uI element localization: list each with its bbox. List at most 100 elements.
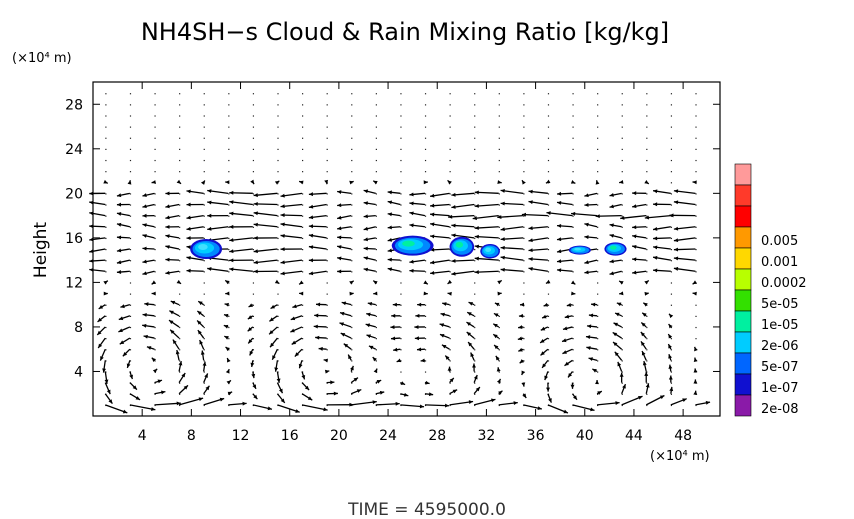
wind-arrowhead [617,361,622,367]
grid-dot [375,159,377,162]
wind-arrowhead [348,354,352,360]
grid-dot [154,260,156,262]
wind-arrowhead [440,312,445,317]
grid-dot [474,293,476,295]
grid-dot [375,315,377,317]
grid-dot [400,126,402,128]
grid-dot [670,393,673,395]
wind-arrowhead [619,291,624,296]
grid-dot [449,226,451,228]
wind-arrowhead [227,357,231,363]
wind-arrowhead [391,313,396,318]
wind-arrowhead [564,361,569,366]
grid-dot [179,326,181,329]
grid-dot [498,193,500,195]
grid-dot [695,204,697,206]
grid-dot [105,215,107,217]
grid-dot [621,349,623,351]
wind-arrowhead [247,315,253,320]
grid-dot [474,393,476,395]
grid-dot [646,171,648,173]
wind-arrowhead [415,313,420,318]
wind-arrowhead [430,222,435,227]
grid-dot [424,126,427,128]
grid-dot [449,382,451,384]
grid-dot [252,204,255,206]
wind-arrowhead [609,204,614,209]
grid-dot [326,326,328,329]
wind-arrowhead [253,269,258,274]
cloud-core [574,247,581,251]
grid-dot [302,260,304,262]
grid-dot [621,393,623,395]
grid-dot [523,282,525,284]
grid-dot [424,315,427,317]
wind-arrowhead [543,302,549,307]
grid-dot [351,393,353,395]
grid-dot [646,382,648,384]
wind-arrowhead [584,222,589,227]
wind-arrowhead [118,316,124,321]
grid-dot [228,237,230,240]
grid-dot [572,226,574,228]
grid-dot [326,260,328,262]
wind-arrowhead [324,369,330,374]
wind-arrowhead [229,267,234,272]
wind-arrowhead [197,310,202,315]
grid-dot [302,159,304,162]
x-tick-label: 24 [379,428,397,444]
wind-arrowhead [439,334,445,338]
grid-dot [105,137,107,139]
wind-arrowhead [632,234,637,239]
grid-dot [400,226,402,228]
wind-arrowhead [313,324,318,329]
colorbar-swatch [734,289,752,312]
wind-arrowhead [350,365,354,371]
cloud-core [198,243,208,251]
grid-dot [646,338,648,340]
wind-arrowhead [474,203,479,208]
grid-dot [203,226,205,228]
grid-dot [129,204,132,206]
wind-arrowhead [668,344,672,349]
grid-dot [523,204,525,206]
grid-dot [154,393,156,395]
grid-dot [523,104,525,106]
grid-dot [302,204,304,206]
colorbar-label: 5e-05 [761,297,799,312]
wind-arrowhead [451,271,456,276]
x-tick-label: 28 [428,428,446,444]
grid-dot [670,404,673,407]
wind-arrowhead [280,233,285,238]
wind-arrowhead [668,375,673,380]
wind-arrowhead [337,215,342,220]
grid-dot [597,260,599,262]
grid-dot [105,360,107,362]
wind-arrowhead [280,271,285,276]
wind-arrowhead [409,211,414,216]
wind-arrowhead [308,192,314,197]
wind-arrowhead [387,267,393,272]
wind-arrowhead [299,291,304,296]
grid-dot [179,193,181,195]
grid-dot [474,349,476,351]
grid-dot [179,349,181,351]
grid-dot [351,338,353,340]
grid-dot [252,249,255,251]
wind-arrowhead [468,400,474,405]
grid-dot [129,304,132,306]
grid-dot [474,93,476,95]
colorbar-label: 2e-08 [761,402,799,417]
wind-arrowhead [545,279,551,284]
grid-dot [326,137,328,139]
grid-dot [646,93,648,95]
grid-dot [621,137,623,139]
grid-dot [424,171,427,173]
wind-arrowhead [178,361,183,366]
wind-arrowhead [200,350,205,355]
grid-dot [351,148,353,150]
grid-dot [154,104,156,106]
wind-arrowhead [142,271,147,276]
grid-dot [523,293,525,295]
wind-arrowhead [439,323,445,328]
